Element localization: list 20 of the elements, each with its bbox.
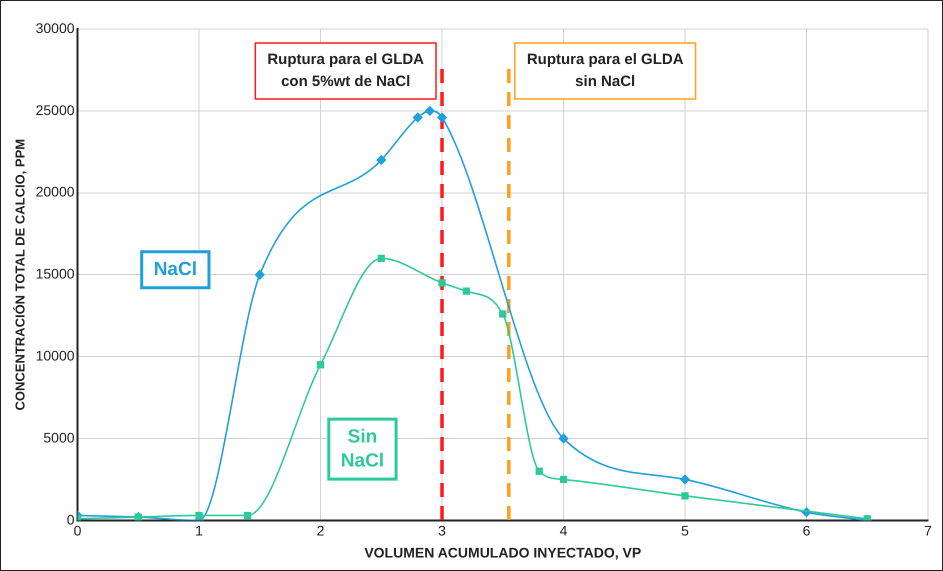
y-tick-label: 30000 — [36, 20, 75, 36]
x-tick-label: 1 — [195, 522, 204, 539]
x-tick-label: 7 — [924, 522, 932, 539]
y-axis-title: CONCENTRACIÓN TOTAL DE CALCIO, PPM — [12, 138, 28, 410]
x-tick-label: 5 — [681, 522, 690, 539]
ref-line-label: Ruptura para el GLDA sin NaCl — [526, 51, 684, 90]
y-tick-label: 25000 — [36, 102, 75, 118]
y-tick-label: 20000 — [36, 184, 75, 200]
x-tick-label: 2 — [316, 522, 325, 539]
x-tick-label: 6 — [802, 522, 811, 539]
x-tick-label: 3 — [438, 522, 446, 539]
y-tick-label: 0 — [66, 511, 75, 528]
y-tick-label: 10000 — [36, 347, 75, 364]
x-tick-label: 4 — [560, 522, 568, 539]
text: Sin NaCl — [340, 426, 384, 472]
y-tick-label: 15000 — [36, 266, 75, 282]
text: NaCl — [154, 259, 197, 280]
ref-line-label: Ruptura para el GLDA con 5%wt de NaCl — [267, 51, 424, 90]
x-axis-title: VOLUMEN ACUMULADO INYECTADO, VP — [364, 544, 642, 560]
y-tick-label: 5000 — [43, 429, 75, 446]
